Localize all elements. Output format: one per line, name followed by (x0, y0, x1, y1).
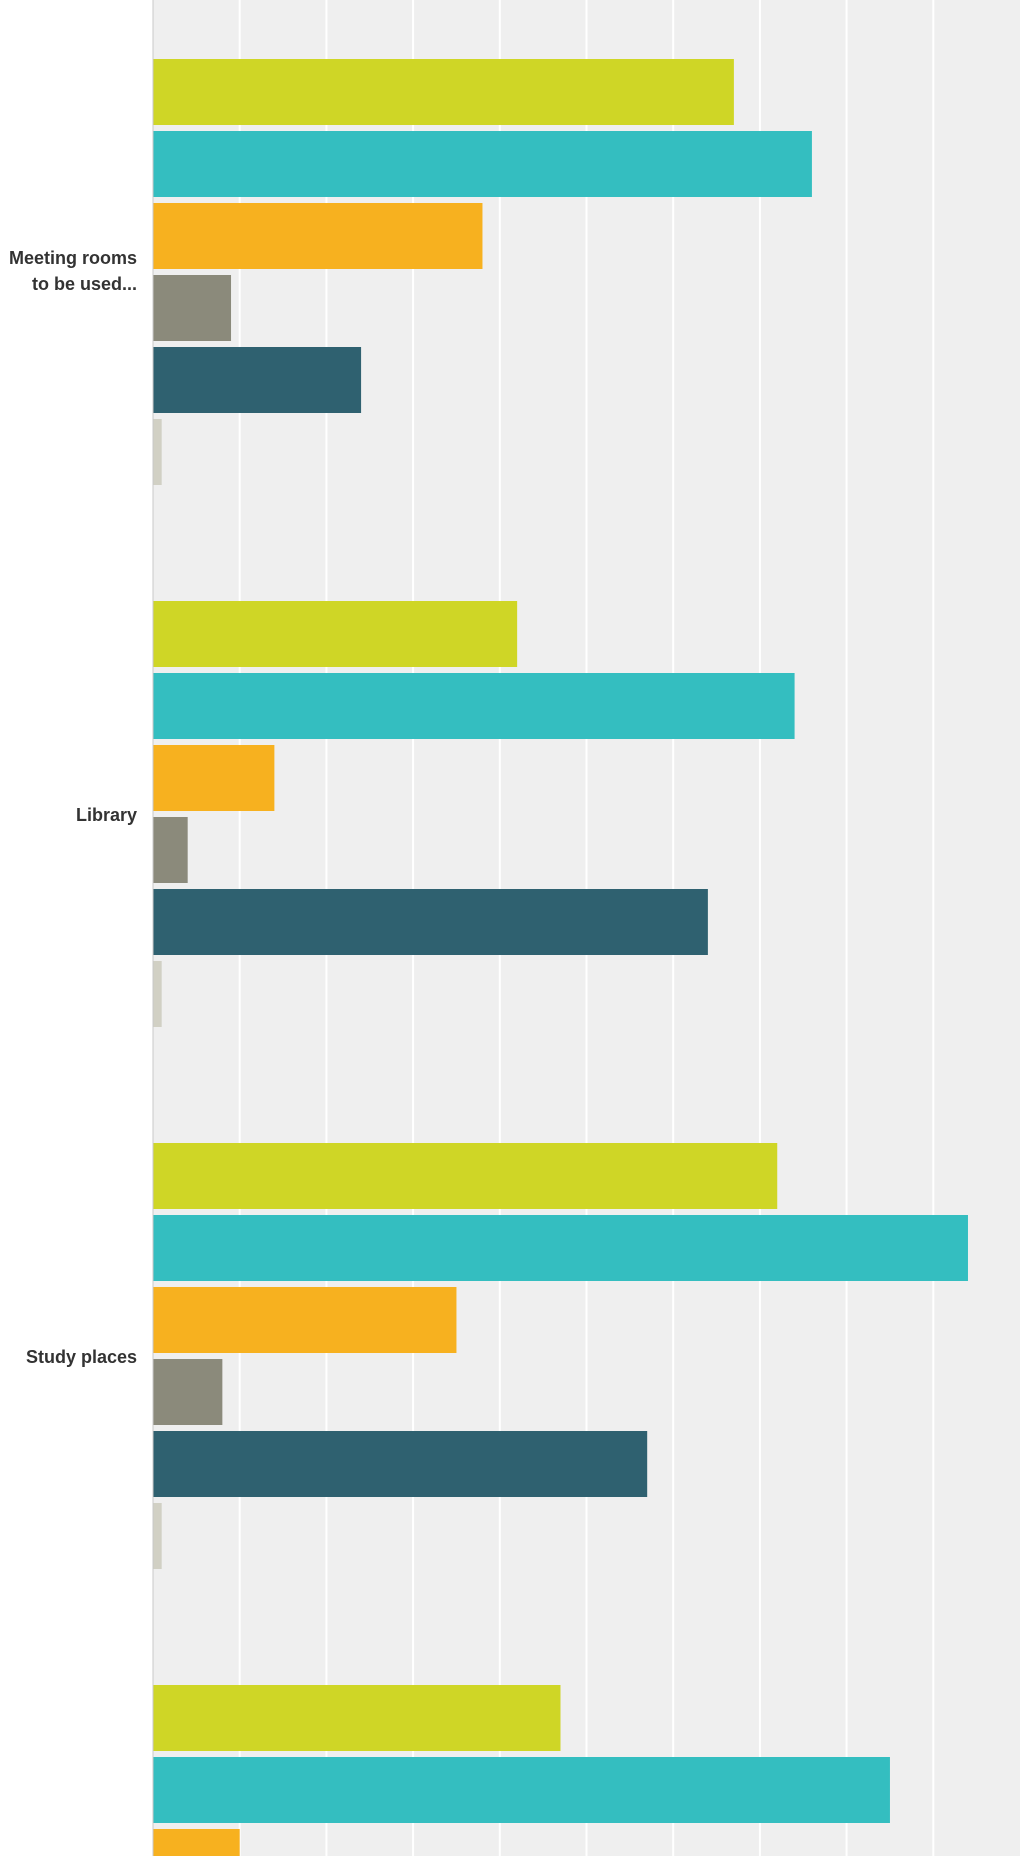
category-label-line: Study places (25, 1347, 137, 1367)
bar-library-series-5 (153, 889, 708, 955)
bar-meeting-rooms-series-2 (153, 131, 812, 197)
bar-study-places-series-2 (153, 1215, 968, 1281)
bar-meeting-rooms-series-3 (153, 203, 483, 269)
bar-library-series-6 (153, 961, 162, 1027)
bar-meeting-rooms-series-6 (153, 419, 162, 485)
bar-study-places-series-4 (153, 1359, 223, 1425)
bar-study-places-series-3 (153, 1287, 457, 1353)
category-label-line: Library (75, 805, 137, 825)
bar-library-series-2 (153, 673, 795, 739)
category-label-library: Library (0, 802, 137, 828)
category-label-meeting-rooms: Meeting rooms to be used... (0, 245, 137, 297)
bar-study-places-series-1 (153, 1143, 778, 1209)
bar-library-series-1 (153, 601, 518, 667)
bar-study-places-series-6 (153, 1503, 162, 1569)
bar-category-4-series-1 (153, 1685, 561, 1751)
bar-meeting-rooms-series-1 (153, 59, 734, 125)
bar-category-4-series-2 (153, 1757, 890, 1823)
bar-category-4-series-3 (153, 1829, 240, 1856)
category-label-study-places: Study places (0, 1344, 137, 1370)
bar-library-series-4 (153, 817, 188, 883)
bar-meeting-rooms-series-4 (153, 275, 232, 341)
bar-study-places-series-5 (153, 1431, 648, 1497)
bar-series-group (153, 59, 968, 1856)
bar-meeting-rooms-series-5 (153, 347, 362, 413)
category-label-line: to be used... (31, 274, 137, 294)
bar-library-series-3 (153, 745, 275, 811)
category-label-line: Meeting rooms (8, 248, 137, 268)
